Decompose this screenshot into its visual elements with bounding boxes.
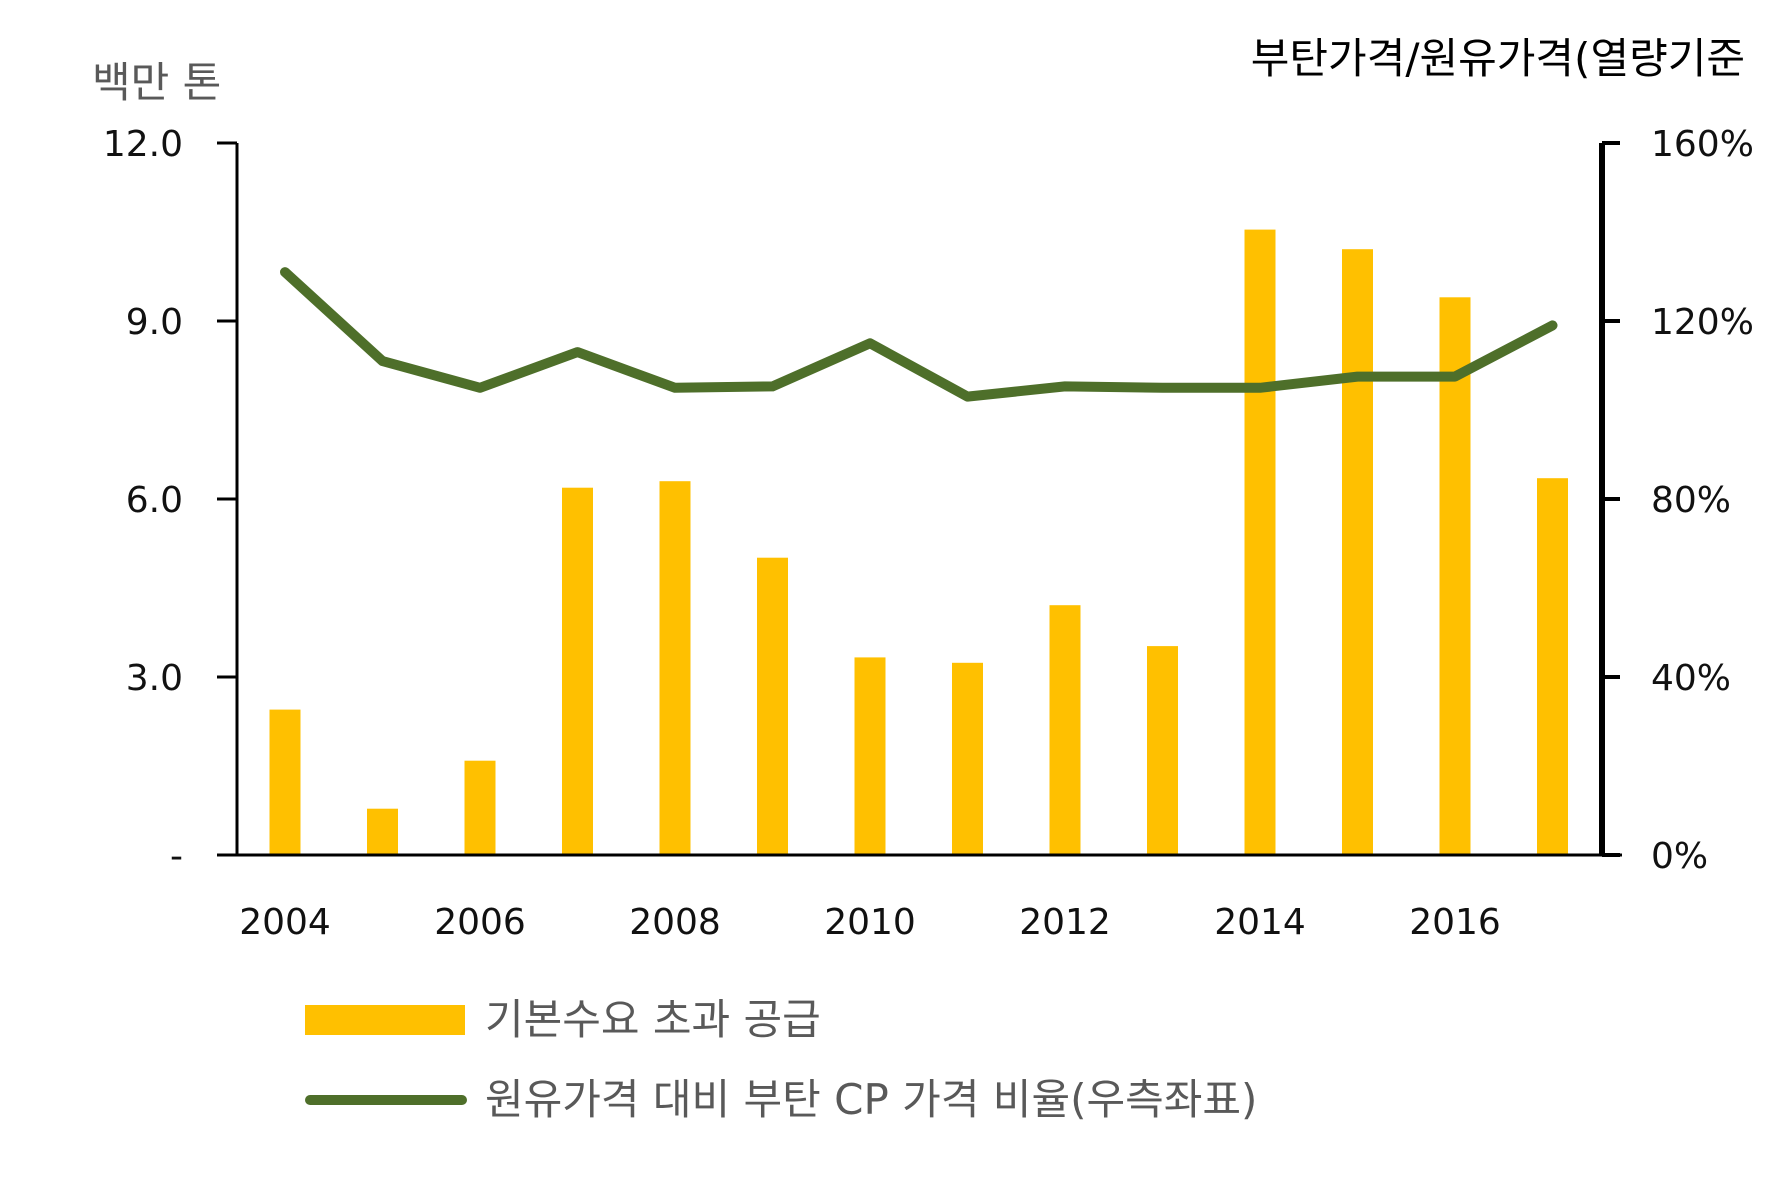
x-tick-label: 2014 [1214, 902, 1306, 943]
bar-2009 [757, 557, 788, 855]
bar-2005 [367, 808, 398, 855]
bar-2004 [269, 709, 301, 855]
left-tick-label: 12.0 [103, 124, 183, 165]
x-tick-label: 2016 [1409, 902, 1501, 943]
bar-2012 [1049, 605, 1081, 855]
bar-2011 [952, 662, 983, 855]
right-tick-label: 40% [1651, 658, 1731, 699]
line-layer [280, 267, 1558, 402]
right-tick-label: 80% [1651, 480, 1731, 521]
right-tick-label: 160% [1651, 124, 1754, 165]
bar-2013 [1147, 646, 1178, 855]
bar-2010 [854, 657, 886, 855]
bar-2017 [1537, 478, 1568, 855]
legend-line-label: 원유가격 대비 부탄 CP 가격 비율(우측좌표) [485, 1075, 1257, 1124]
x-tick-label: 2012 [1019, 902, 1111, 943]
right-tick-label: 0% [1651, 836, 1708, 877]
left-axis-unit: 백만 톤 [92, 58, 221, 107]
x-tick-label: 2006 [434, 902, 526, 943]
right-tick-label: 120% [1651, 302, 1754, 343]
bar-2015 [1342, 249, 1373, 855]
left-tick-label: - [170, 836, 183, 877]
x-tick-label: 2004 [239, 902, 331, 943]
bar-2008 [659, 481, 691, 855]
bars-layer [269, 229, 1568, 856]
legend-bar-label: 기본수요 초과 공급 [485, 995, 821, 1044]
axes-layer [217, 141, 1622, 857]
bar-2014 [1244, 229, 1276, 856]
bar-2006 [464, 760, 496, 855]
x-tick-label: 2010 [824, 902, 916, 943]
legend-bar-swatch [305, 1005, 465, 1035]
right-axis-unit: 부탄가격/원유가격(열량기준 [1251, 34, 1745, 83]
bar-2016 [1439, 297, 1471, 855]
x-tick-label: 2008 [629, 902, 721, 943]
bar-2007 [562, 487, 593, 855]
left-tick-label: 6.0 [126, 480, 183, 521]
ratio-line [280, 267, 1558, 402]
left-tick-label: 3.0 [126, 658, 183, 699]
labels-layer: - 3.0 6.0 9.0 12.0 0% 40% 80% 120% 160% 2004 2006 20… [92, 34, 1754, 943]
left-tick-label: 9.0 [126, 302, 183, 343]
